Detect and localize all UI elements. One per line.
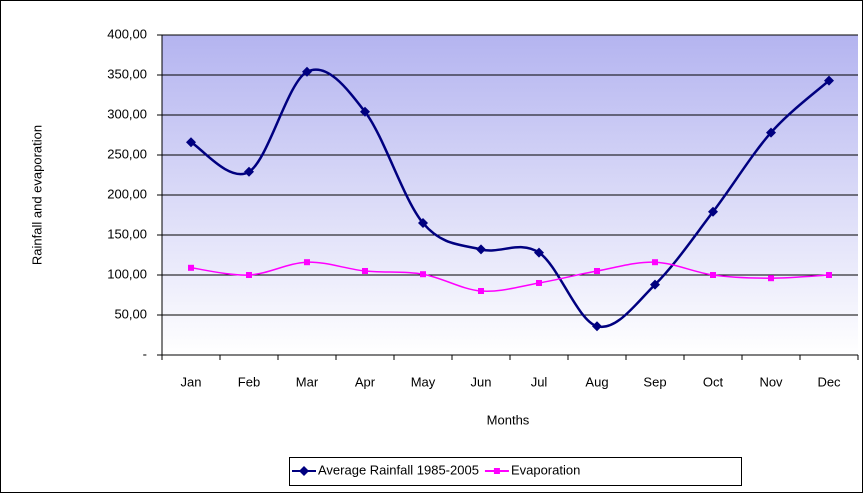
x-tick-label: Jan xyxy=(181,374,202,389)
data-point xyxy=(186,137,196,148)
data-point xyxy=(302,66,312,77)
y-tick-label: 100,00 xyxy=(107,266,147,281)
data-point xyxy=(304,259,310,266)
data-point xyxy=(768,275,774,282)
y-tick-label: - xyxy=(143,346,147,361)
data-point xyxy=(594,268,600,274)
legend-label: Evaporation xyxy=(511,462,580,477)
data-point xyxy=(824,75,834,86)
y-tick-label: 200,00 xyxy=(107,186,147,201)
data-point xyxy=(362,268,368,274)
legend-swatch-marker xyxy=(299,466,309,476)
data-point xyxy=(766,127,776,138)
legend-swatch-marker xyxy=(493,468,500,474)
x-tick-label: Feb xyxy=(238,374,260,389)
x-tick-label: Jun xyxy=(471,374,492,389)
data-point xyxy=(188,264,194,271)
data-point xyxy=(652,259,658,266)
y-tick-label: 50,00 xyxy=(114,306,147,321)
legend-label: Average Rainfall 1985-2005 xyxy=(318,462,479,477)
y-tick-label: 300,00 xyxy=(107,106,147,121)
y-tick-label: 250,00 xyxy=(107,146,147,161)
data-point xyxy=(592,321,602,332)
x-tick-label: Oct xyxy=(703,374,724,389)
data-point xyxy=(534,247,544,258)
x-tick-label: Nov xyxy=(759,374,783,389)
data-point xyxy=(650,279,660,290)
data-point xyxy=(476,244,486,255)
x-tick-label: May xyxy=(411,374,436,389)
y-tick-label: 150,00 xyxy=(107,226,147,241)
data-point xyxy=(478,288,484,294)
x-tick-label: Dec xyxy=(817,374,841,389)
series-line xyxy=(190,261,830,292)
x-tick-label: Apr xyxy=(355,374,376,389)
data-point xyxy=(418,218,428,228)
y-tick-label: 350,00 xyxy=(107,66,147,81)
x-tick-label: Sep xyxy=(643,374,666,389)
x-tick-label: Mar xyxy=(296,374,319,389)
data-point xyxy=(710,272,716,278)
data-point xyxy=(708,206,718,217)
data-point xyxy=(536,280,542,286)
data-point xyxy=(244,166,254,177)
data-point xyxy=(360,106,370,117)
x-tick-label: Jul xyxy=(531,374,548,389)
data-point xyxy=(826,272,832,278)
data-point xyxy=(246,272,252,278)
legend xyxy=(289,457,742,486)
y-tick-label: 400,00 xyxy=(107,26,147,41)
y-axis-title: Rainfall and evaporation xyxy=(29,125,44,265)
x-axis-title: Months xyxy=(487,412,530,427)
data-point xyxy=(420,271,426,278)
x-tick-label: Aug xyxy=(585,374,608,389)
